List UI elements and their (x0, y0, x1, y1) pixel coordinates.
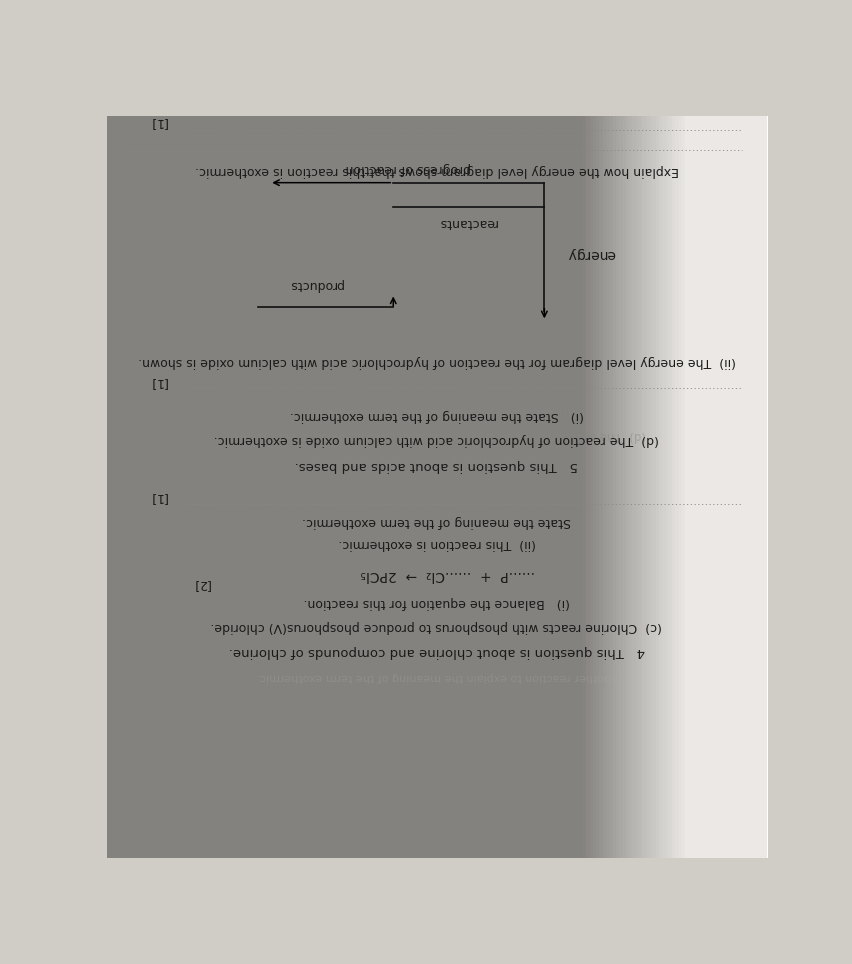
Text: [1]: [1] (149, 491, 167, 504)
Text: (i)   Balance the equation for this reaction.: (i) Balance the equation for this reacti… (303, 596, 570, 609)
Text: energy: energy (567, 247, 615, 260)
Text: (d)  The reaction of hydrochloric acid with calcium oxide is exothermic.: (d) The reaction of hydrochloric acid wi… (214, 434, 659, 446)
Text: [1]: [1] (149, 116, 167, 129)
Text: 5   This question is about acids and bases.: 5 This question is about acids and bases… (311, 454, 562, 468)
Text: reactants: reactants (437, 216, 497, 229)
Text: products: products (289, 278, 343, 291)
Text: (ii)  The energy level diagram for the reaction of hydrochloric acid with calciu: (ii) The energy level diagram for the re… (138, 355, 735, 368)
Text: Explain how the energy level diagram shows that this reaction is exothermic.: Explain how the energy level diagram sho… (194, 164, 679, 176)
Text: [1]: [1] (149, 376, 167, 388)
Text: another reaction to explain the meaning of the term exothermic.: another reaction to explain the meaning … (256, 672, 618, 682)
Text: (d)  The reaction of hydrochloric acid with calcium oxide is exothermic.: (d) The reaction of hydrochloric acid wi… (227, 430, 647, 442)
Text: progress of reaction: progress of reaction (346, 162, 471, 175)
Text: (c)  Chlorine reacts with phosphorus to produce phosphorus(V) chloride.: (c) Chlorine reacts with phosphorus to p… (210, 621, 663, 633)
Text: [2]: [2] (192, 578, 210, 591)
Text: State the meaning of the term exothermic.: State the meaning of the term exothermic… (302, 515, 571, 528)
Text: ......P  +  ......Cl₂  →  2PCl₅: ......P + ......Cl₂ → 2PCl₅ (360, 568, 535, 581)
Text: (i)   State the meaning of the term exothermic.: (i) State the meaning of the term exothe… (297, 405, 576, 417)
Text: 4   This question is about chlorine and compounds of chlorine.: 4 This question is about chlorine and co… (228, 645, 645, 658)
Text: (ii)  This reaction is exothermic.: (ii) This reaction is exothermic. (337, 537, 536, 550)
Text: (i)   State the meaning of the term exothermic.: (i) State the meaning of the term exothe… (290, 409, 584, 421)
Text: 5   This question is about acids and bases.: 5 This question is about acids and bases… (295, 459, 579, 471)
